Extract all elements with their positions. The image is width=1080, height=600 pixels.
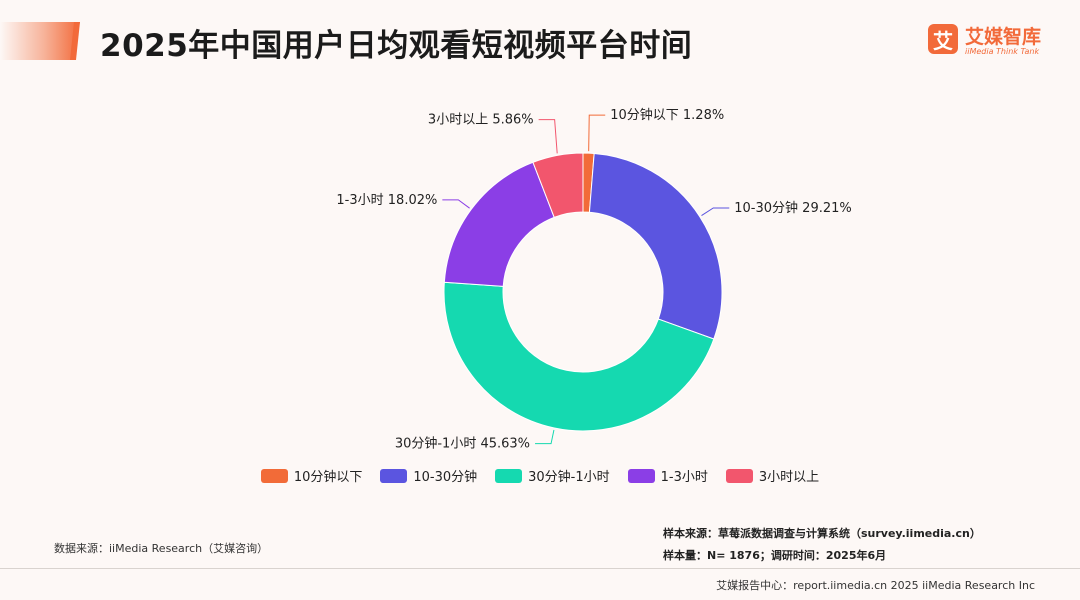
donut-slice — [588, 152, 723, 340]
leader-line — [701, 207, 730, 217]
legend-swatch — [725, 468, 753, 483]
data-label: 10分钟以下 1.28% — [610, 107, 724, 123]
data-label: 30分钟-1小时 45.63% — [395, 436, 530, 452]
legend-swatch — [627, 468, 655, 483]
legend-item: 3小时以上 — [725, 466, 820, 485]
legend-label: 3小时以上 — [758, 470, 820, 485]
donut-slice — [443, 281, 715, 432]
legend-swatch — [495, 468, 523, 483]
logo-name-en: iiMedia Think Tank — [965, 47, 1040, 56]
legend-label: 10分钟以下 — [293, 470, 363, 485]
legend-label: 1-3小时 — [660, 470, 708, 485]
donut-slice — [443, 161, 555, 287]
data-label: 3小时以上 5.86% — [428, 113, 534, 128]
legend-label: 30分钟-1小时 — [528, 470, 610, 485]
donut-slices — [443, 152, 723, 432]
legend-item: 10分钟以下 — [260, 466, 363, 485]
sample-source-note: 样本来源：草莓派数据调查与计算系统（survey.iimedia.cn） — [663, 527, 981, 540]
leader-line — [442, 199, 470, 209]
legend-item: 30分钟-1小时 — [495, 466, 610, 485]
data-label: 10-30分钟 29.21% — [734, 200, 851, 216]
data-source-note: 数据来源：iiMedia Research（艾媒咨询） — [54, 542, 269, 555]
legend-item: 10-30分钟 — [380, 466, 477, 485]
sample-size-note: 样本量：N= 1876；调研时间：2025年6月 — [663, 549, 887, 562]
header-accent-slash — [70, 22, 80, 60]
leader-line — [535, 429, 555, 445]
data-label: 1-3小时 18.02% — [336, 193, 437, 208]
data-labels: 10分钟以下 1.28% 10-30分钟 29.21% 30分钟-1小时 45.63… — [336, 107, 851, 452]
header-accent-band — [0, 22, 80, 60]
brand-logo: 艾 艾媒智库 iiMedia Think Tank — [928, 22, 1053, 62]
legend-label: 10-30分钟 — [413, 470, 478, 485]
chart-legend: 10分钟以下 10-30分钟 30分钟-1小时 1-3小时 3小时以上 — [0, 466, 1080, 485]
logo-name-cn: 艾媒智库 — [965, 26, 1042, 48]
page-title: 2025年中国用户日均观看短视频平台时间 — [100, 28, 693, 64]
footer-divider — [0, 568, 1080, 569]
donut-slice — [532, 152, 584, 219]
leader-line — [588, 114, 606, 152]
leader-lines — [442, 114, 730, 445]
legend-swatch — [380, 468, 408, 483]
leader-line — [538, 119, 558, 154]
footer-text: 艾媒报告中心：report.iimedia.cn 2025 iiMedia Re… — [716, 579, 1035, 592]
legend-item: 1-3小时 — [627, 466, 708, 485]
legend-swatch — [260, 468, 288, 483]
logo-mark-icon: 艾 — [928, 24, 958, 54]
